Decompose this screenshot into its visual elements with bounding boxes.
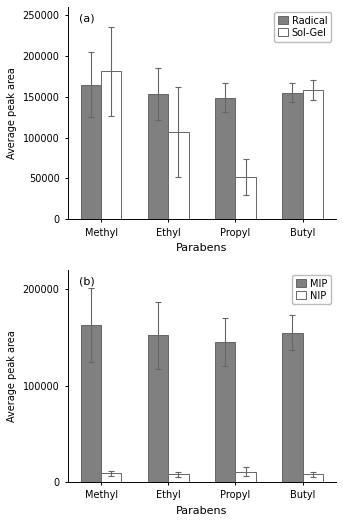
X-axis label: Parabens: Parabens xyxy=(176,243,228,253)
Bar xyxy=(148,94,168,219)
Bar xyxy=(81,325,102,482)
Y-axis label: Average peak area: Average peak area xyxy=(7,67,17,159)
Bar xyxy=(168,474,189,482)
Bar xyxy=(236,472,256,482)
Bar xyxy=(303,474,323,482)
Bar xyxy=(168,132,189,219)
Bar xyxy=(102,72,121,219)
Y-axis label: Average peak area: Average peak area xyxy=(7,330,17,422)
Bar xyxy=(81,85,102,219)
Legend: MIP, NIP: MIP, NIP xyxy=(293,275,331,304)
Bar xyxy=(215,98,236,219)
Bar xyxy=(148,335,168,482)
Bar xyxy=(282,333,303,482)
X-axis label: Parabens: Parabens xyxy=(176,506,228,516)
Legend: Radical, Sol-Gel: Radical, Sol-Gel xyxy=(274,12,331,41)
Bar xyxy=(236,177,256,219)
Bar xyxy=(215,342,236,482)
Text: (a): (a) xyxy=(79,13,94,24)
Bar xyxy=(102,473,121,482)
Text: (b): (b) xyxy=(79,276,94,286)
Bar xyxy=(282,93,303,219)
Bar xyxy=(303,90,323,219)
